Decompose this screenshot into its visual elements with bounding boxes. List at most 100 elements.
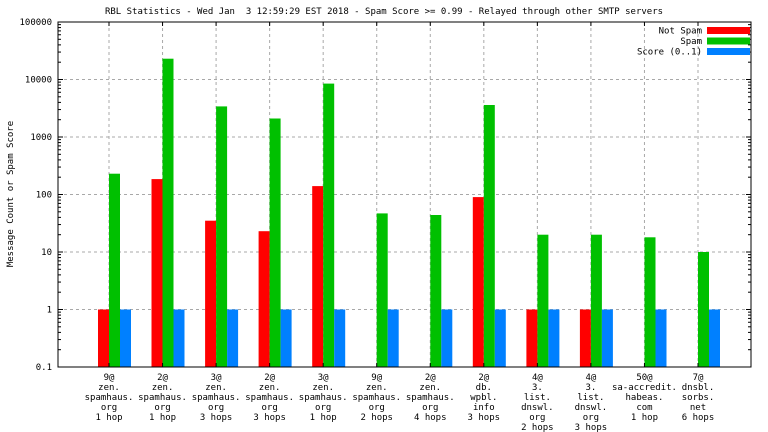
series-spam	[109, 58, 709, 368]
x-tick-label-line: org	[208, 403, 224, 413]
x-tick-label-line: dnswl.	[521, 403, 554, 413]
bar-spam-4	[323, 83, 335, 367]
x-tick-label-line: 4 hops	[414, 413, 447, 423]
bar-spam-8	[537, 234, 549, 367]
legend-label-score-0-1: Score (0..1)	[637, 48, 702, 58]
bar-score-0-1-0	[120, 309, 131, 367]
bar-score-0-1-7	[494, 309, 506, 367]
legend-entry-spam: Spam	[680, 37, 750, 47]
bar-spam-7	[483, 105, 495, 367]
x-tick-label-line: spamhaus.	[192, 393, 241, 403]
x-tick-label-line: org	[583, 413, 599, 423]
legend-swatch-spam	[707, 37, 750, 45]
x-tick-label-line: org	[315, 403, 331, 413]
bar-not-spam-3	[258, 231, 270, 367]
series-not-spam	[98, 179, 591, 367]
x-tick-label-line: 3 hops	[468, 413, 501, 423]
bar-not-spam-8	[526, 309, 538, 367]
x-tick-label-line: 2@	[478, 373, 489, 383]
x-tick-label-line: 50@	[636, 373, 653, 383]
x-tick-label-line: 3@	[318, 373, 329, 383]
x-tick-label-line: 2 hops	[521, 423, 554, 432]
x-tick-label-line: zen.	[259, 383, 281, 393]
x-tick-label-line: 1 hop	[95, 413, 122, 423]
bar-not-spam-9	[579, 309, 591, 367]
bar-spam-0	[109, 173, 120, 367]
bar-score-0-1-5	[387, 309, 399, 367]
x-tick-label-line: spamhaus.	[245, 393, 294, 403]
x-tick-label-line: dnsbl.	[682, 383, 715, 393]
x-tick-label-line: spamhaus.	[299, 393, 348, 403]
y-tick-label-10000: 10000	[25, 76, 52, 86]
x-tick-label-line: zen.	[312, 383, 334, 393]
bar-score-0-1-8	[548, 309, 560, 367]
x-tick-label-line: org	[262, 403, 278, 413]
x-tick-label-line: db.	[476, 383, 492, 393]
x-tick-label-line: net	[690, 403, 706, 413]
chart-title: RBL Statistics - Wed Jan 3 12:59:29 EST …	[104, 7, 664, 17]
x-tick-label-line: zen.	[152, 383, 174, 393]
x-tick-label-line: wpbl.	[470, 393, 497, 403]
x-tick-label-line: 3 hops	[575, 423, 608, 432]
bar-not-spam-1	[151, 179, 163, 367]
bar-spam-5	[376, 213, 388, 367]
x-tick-label-line: spamhaus.	[138, 393, 187, 403]
x-tick-label-line: spamhaus.	[406, 393, 455, 403]
bar-score-0-1-2	[227, 309, 239, 367]
x-tick-label-line: 2@	[264, 373, 275, 383]
x-tick-label-line: 4@	[532, 373, 543, 383]
bar-spam-2	[216, 106, 228, 368]
x-tick-label-line: 3@	[211, 373, 222, 383]
x-tick-label-line: zen.	[366, 383, 388, 393]
x-tick-label-line: 9@	[104, 373, 115, 383]
x-tick-label-line: 9@	[371, 373, 382, 383]
bar-not-spam-2	[205, 220, 217, 367]
bar-not-spam-7	[472, 197, 484, 367]
bar-score-0-1-9	[601, 309, 613, 367]
x-tick-label-line: sa-accredit.	[612, 383, 677, 393]
y-tick-label-1: 1	[47, 306, 52, 316]
x-tick-label-line: zen.	[205, 383, 227, 393]
x-tick-label-line: dnswl.	[575, 403, 608, 413]
y-tick-label-1000: 1000	[30, 133, 52, 143]
x-tick-label-line: list.	[524, 393, 551, 403]
bar-score-0-1-1	[173, 309, 185, 367]
bar-spam-9	[590, 234, 602, 367]
x-tick-label-line: org	[101, 403, 117, 413]
x-tick-label-line: sorbs.	[682, 393, 715, 403]
y-tick-label-0.1: 0.1	[36, 363, 52, 373]
bar-score-0-1-3	[280, 309, 292, 367]
x-tick-label-line: 3.	[585, 383, 596, 393]
legend-entry-score-0-1: Score (0..1)	[637, 48, 750, 58]
x-tick-label-line: com	[636, 403, 652, 413]
x-tick-label-line: 2@	[425, 373, 436, 383]
y-tick-label-10: 10	[41, 248, 52, 258]
x-tick-label-line: habeas.	[625, 393, 663, 403]
bar-not-spam-4	[312, 186, 324, 367]
x-tick-label-line: info	[473, 403, 495, 413]
bar-spam-10	[644, 237, 656, 367]
x-tick-label-line: 2@	[157, 373, 168, 383]
x-tick-label-line: zen.	[419, 383, 441, 393]
x-tick-label-line: 1 hop	[310, 413, 337, 423]
bar-spam-3	[269, 118, 281, 367]
legend-swatch-not-spam	[707, 27, 750, 34]
x-tick-label-line: 6 hops	[682, 413, 715, 423]
legend-swatch-score-0-1	[707, 48, 750, 55]
x-tick-label-line: zen.	[98, 383, 120, 393]
y-tick-label-100000: 100000	[19, 18, 52, 28]
x-tick-label-line: 1 hop	[631, 413, 658, 423]
x-tick-label-line: org	[529, 413, 545, 423]
x-tick-label-line: spamhaus.	[85, 393, 134, 403]
